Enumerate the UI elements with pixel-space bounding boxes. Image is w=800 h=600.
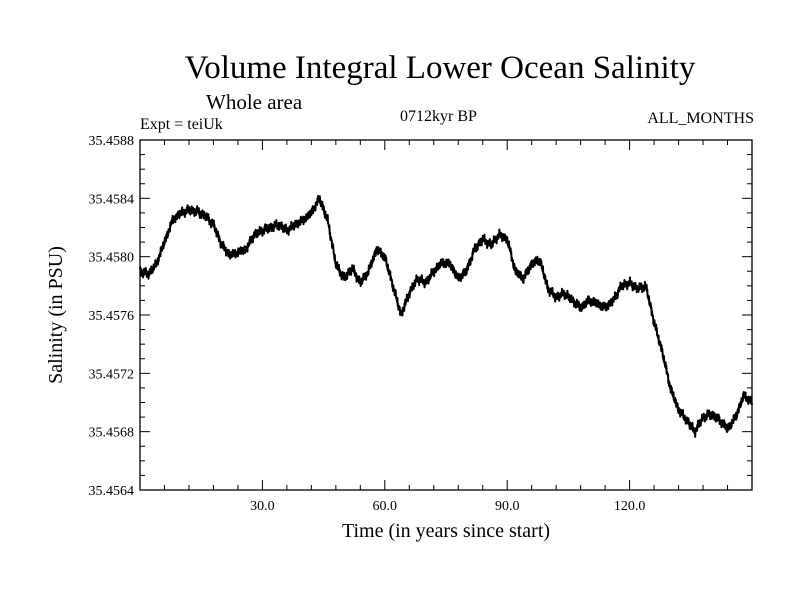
x-tick-label: 90.0 [495,499,520,514]
salinity-series-line [139,194,753,438]
plot-frame [139,139,753,491]
plot-area [139,194,753,438]
y-tick-label: 35.4576 [89,309,135,324]
x-tick-label: 120.0 [614,499,646,514]
y-tick-label: 35.4588 [89,134,135,149]
chart-title: Volume Integral Lower Ocean Salinity [184,50,696,86]
y-tick-label: 35.4564 [89,484,135,499]
y-tick-label: 35.4580 [89,251,135,266]
axis-ticks: 35.4564 35.4568 35.4572 35.4576 35.4580 35.45… [89,134,753,514]
period-label: 0712kyr BP [400,108,477,125]
y-tick-label: 35.4572 [89,367,135,382]
experiment-label: Expt = teiUk [140,116,223,133]
y-tick-label: 35.4584 [89,192,135,207]
y-tick-label: 35.4568 [89,426,135,441]
area-subtitle: Whole area [206,90,303,114]
y-axis-label: Salinity (in PSU) [45,246,67,384]
x-tick-label: 60.0 [373,499,398,514]
x-axis-label: Time (in years since start) [342,520,550,542]
x-tick-label: 30.0 [250,499,275,514]
months-label: ALL_MONTHS [647,110,754,127]
